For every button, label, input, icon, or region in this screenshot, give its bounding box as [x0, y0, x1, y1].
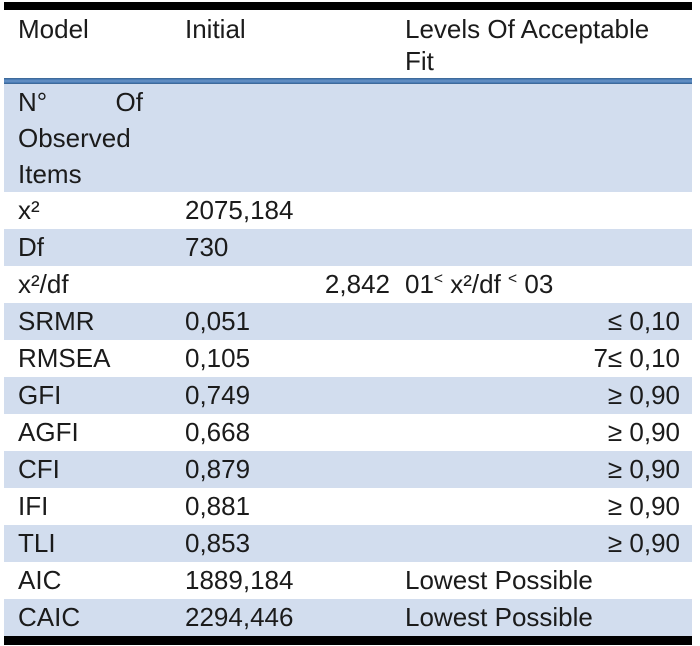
fit-cell: ≥ 0,90 — [607, 417, 680, 447]
fit-cell — [390, 229, 692, 266]
model-cell: AIC — [18, 565, 62, 595]
model-cell: CAIC — [18, 602, 81, 632]
model-cell: RMSEA — [18, 343, 111, 373]
fit-indices-table: Model Initial Levels Of Acceptable Fit N… — [4, 2, 692, 645]
initial-cell — [185, 84, 390, 192]
table-row: x²/df 2,842 01< x²/df < 03 — [4, 266, 692, 303]
initial-cell: 0,749 — [185, 380, 251, 410]
table-row: AIC 1889,184 Lowest Possible — [4, 562, 692, 599]
observed-items-line3: Items — [18, 159, 82, 189]
fit-cell: Lowest Possible — [405, 565, 593, 595]
header-divider-line — [4, 78, 692, 84]
model-cell: IFI — [18, 491, 49, 521]
initial-cell: 0,879 — [185, 454, 251, 484]
model-cell: TLI — [18, 528, 56, 558]
table-row: SRMR 0,051 ≤ 0,10 — [4, 303, 692, 340]
model-cell: GFI — [18, 380, 62, 410]
model-cell: N° Of Observed Items — [4, 84, 185, 192]
model-cell: x² — [18, 195, 40, 225]
model-cell: Df — [18, 232, 44, 262]
observed-items-word1: N° — [18, 87, 48, 117]
table-row: CAIC 2294,446 Lowest Possible — [4, 599, 692, 636]
table-header-row: Model Initial Levels Of Acceptable Fit — [4, 10, 692, 78]
initial-cell: 730 — [185, 232, 229, 262]
observed-items-line1: N° Of — [18, 84, 143, 120]
table-body: x² 2075,184 Df 730 x²/df 2,842 01< x²/df… — [4, 192, 692, 636]
fit-cell: 7≤ 0,10 — [593, 343, 680, 373]
observed-items-line2: Observed — [18, 123, 131, 153]
fit-cell: ≥ 0,90 — [607, 491, 680, 521]
fit-cell: 01< x²/df < 03 — [405, 269, 554, 299]
header-model: Model — [18, 14, 89, 44]
fit-cell: Lowest Possible — [405, 602, 593, 632]
initial-cell: 2294,446 — [185, 602, 294, 632]
fit-cell — [390, 84, 692, 192]
initial-cell: 0,668 — [185, 417, 251, 447]
table-row: GFI 0,749 ≥ 0,90 — [4, 377, 692, 414]
initial-cell: 0,881 — [185, 491, 251, 521]
initial-cell: 0,853 — [185, 528, 251, 558]
table-row: Df 730 — [4, 229, 692, 266]
table-row: CFI 0,879 ≥ 0,90 — [4, 451, 692, 488]
fit-cell: ≤ 0,10 — [607, 306, 680, 336]
initial-cell: 0,105 — [185, 343, 251, 373]
model-cell: x²/df — [18, 269, 69, 299]
table-row: IFI 0,881 ≥ 0,90 — [4, 488, 692, 525]
fit-cell — [390, 192, 692, 229]
table-row: AGFI 0,668 ≥ 0,90 — [4, 414, 692, 451]
initial-cell: 2,842 — [324, 269, 390, 299]
fit-cell: ≥ 0,90 — [607, 528, 680, 558]
initial-cell: 2075,184 — [185, 195, 294, 225]
header-initial: Initial — [185, 14, 246, 44]
observed-items-row: N° Of Observed Items — [4, 84, 692, 192]
header-fit: Levels Of Acceptable Fit — [405, 14, 650, 76]
model-cell: CFI — [18, 454, 60, 484]
observed-items-word2: Of — [115, 87, 143, 117]
fit-cell: ≥ 0,90 — [607, 380, 680, 410]
table-row: RMSEA 0,105 7≤ 0,10 — [4, 340, 692, 377]
model-cell: SRMR — [18, 306, 95, 336]
table-row: x² 2075,184 — [4, 192, 692, 229]
model-cell: AGFI — [18, 417, 79, 447]
initial-cell: 0,051 — [185, 306, 251, 336]
table-row: TLI 0,853 ≥ 0,90 — [4, 525, 692, 562]
initial-cell: 1889,184 — [185, 565, 294, 595]
fit-cell: ≥ 0,90 — [607, 454, 680, 484]
